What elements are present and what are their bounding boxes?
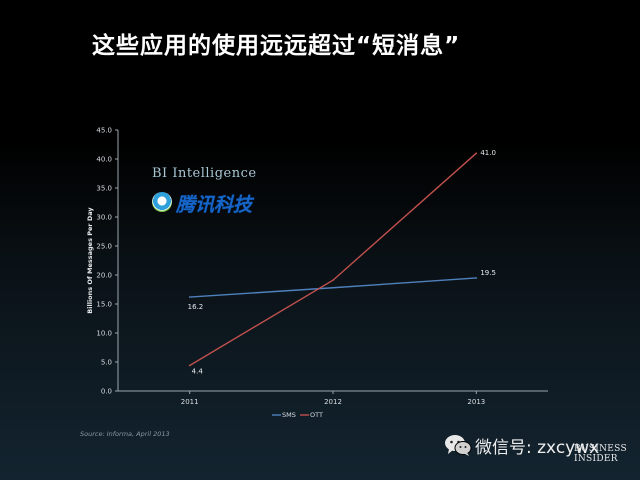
data-point-sms <box>188 296 191 298</box>
y-tick-label: 20.0 <box>96 272 112 280</box>
bi-intelligence-watermark: BI Intelligence <box>152 166 257 181</box>
data-label-sms: 16.2 <box>188 303 204 311</box>
y-tick-label: 15.0 <box>96 301 112 309</box>
y-tick-label: 5.0 <box>101 359 112 367</box>
y-tick-label: 30.0 <box>96 214 112 222</box>
data-point-ott <box>332 279 334 282</box>
business-insider-logo-line1: BUSINESS <box>574 444 627 454</box>
legend-label-ott: OTT <box>310 411 323 419</box>
y-tick-label: 10.0 <box>96 330 112 338</box>
wechat-icon <box>445 435 472 456</box>
tencent-logo-icon <box>152 192 172 212</box>
data-point-sms <box>475 277 478 279</box>
wechat-id-text: 微信号: zxcywx <box>475 438 600 458</box>
y-axis-title: Billions Of Messages Per Day <box>86 207 94 314</box>
series-line-ott <box>189 152 477 367</box>
data-point-ott <box>475 152 478 154</box>
y-tick-label: 25.0 <box>96 243 112 251</box>
y-tick-label: 45.0 <box>96 127 112 135</box>
data-label-sms: 19.5 <box>480 269 496 277</box>
slide-title: 这些应用的使用远远超过“短消息” <box>92 33 461 59</box>
tencent-tech-label: 腾讯科技 <box>176 194 253 216</box>
data-label-ott: 4.4 <box>192 367 204 375</box>
y-tick-label: 0.0 <box>101 388 112 396</box>
y-tick-label: 35.0 <box>96 185 112 193</box>
business-insider-logo: BUSINESS INSIDER <box>574 444 627 464</box>
y-tick-label: 40.0 <box>96 156 112 164</box>
business-insider-logo-line2: INSIDER <box>574 454 618 464</box>
legend-label-sms: SMS <box>282 411 296 419</box>
x-tick-label: 2013 <box>467 398 485 406</box>
x-tick-label: 2012 <box>324 398 342 406</box>
x-tick-label: 2011 <box>181 398 199 406</box>
data-point-ott <box>188 364 191 367</box>
data-point-sms <box>332 286 334 289</box>
source-note: Source: Informa, April 2013 <box>80 430 170 438</box>
data-label-ott: 41.0 <box>480 149 496 157</box>
